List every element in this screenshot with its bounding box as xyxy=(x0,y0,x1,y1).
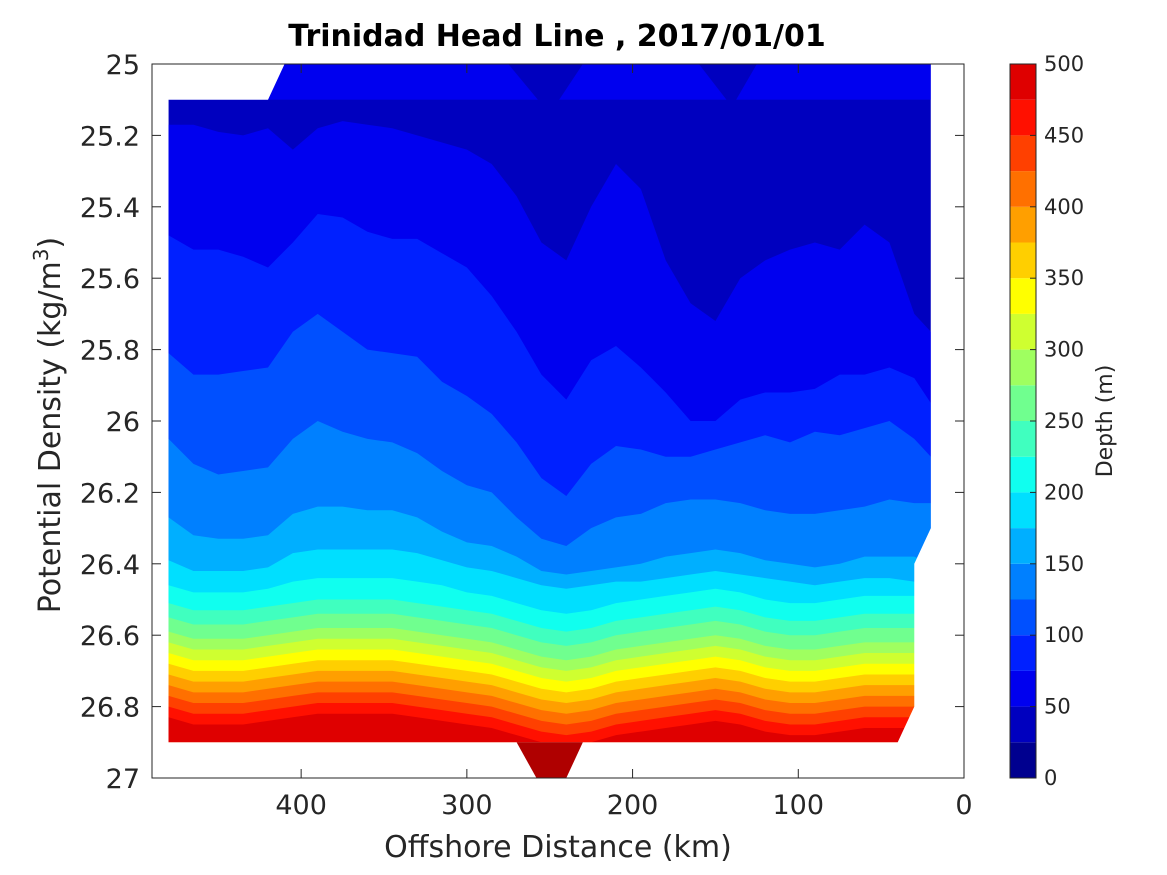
y-tick-label: 25.8 xyxy=(80,336,140,367)
colorbar-swatch xyxy=(1010,349,1036,386)
y-axis-label-main: Potential Density (kg/m xyxy=(33,261,68,613)
contour-blank-right xyxy=(897,64,964,778)
y-tick-label: 27 xyxy=(106,764,140,795)
contour-band-18 xyxy=(168,713,931,746)
colorbar-tick-label: 300 xyxy=(1044,338,1084,362)
colorbar-swatch xyxy=(1010,64,1036,100)
colorbar-swatch xyxy=(1010,171,1036,207)
colorbar-tick-label: 250 xyxy=(1044,409,1084,433)
x-tick-label: 0 xyxy=(955,790,972,821)
colorbar-label: Depth (m) xyxy=(1093,365,1118,478)
y-axis-label-close: ) xyxy=(33,237,68,249)
colorbar-axis: 0 50 100 150 200 250 300 350 400 450 500 xyxy=(1030,52,1084,790)
x-tick-label: 100 xyxy=(773,790,825,821)
y-tick-label: 25.2 xyxy=(80,121,140,152)
colorbar-swatch xyxy=(1010,135,1036,172)
y-tick-label: 25.6 xyxy=(80,264,140,295)
x-tick-label: 400 xyxy=(275,790,327,821)
colorbar-swatch xyxy=(1010,706,1036,743)
colorbar-tick-label: 450 xyxy=(1044,123,1084,147)
y-axis-label-superscript: 3 xyxy=(29,248,53,261)
y-tick-label: 26.4 xyxy=(80,550,140,581)
y-tick-label: 25.4 xyxy=(80,193,140,224)
colorbar-swatch xyxy=(1010,456,1036,493)
y-axis: 25 25.2 25.4 25.6 25.8 26 26.2 26.4 26.6 26.8 27 xyxy=(80,50,964,795)
colorbar-swatch xyxy=(1010,599,1036,636)
colorbar-tick-label: 500 xyxy=(1044,52,1084,76)
colorbar-tick-label: 150 xyxy=(1044,552,1084,576)
colorbar-tick-label: 100 xyxy=(1044,623,1084,647)
contour-dip-a xyxy=(508,64,583,114)
colorbar-swatch xyxy=(1010,528,1036,564)
y-tick-label: 26 xyxy=(106,407,140,438)
chart-title: Trinidad Head Line , 2017/01/01 xyxy=(288,19,825,54)
contour-bottom-bulge-top xyxy=(516,742,583,778)
colorbar-swatch xyxy=(1010,742,1036,778)
colorbar-swatch xyxy=(1010,313,1036,350)
colorbar-tick-label: 200 xyxy=(1044,480,1084,504)
contour-blank-top xyxy=(152,64,285,100)
colorbar-swatch xyxy=(1010,492,1036,529)
x-tick-label: 200 xyxy=(607,790,659,821)
colorbar-tick-label: 350 xyxy=(1044,266,1084,290)
colorbar-swatch xyxy=(1010,635,1036,671)
colorbar-swatch xyxy=(1010,242,1036,279)
y-axis-label: Potential Density (kg/m3) xyxy=(29,237,68,613)
colorbar-swatch xyxy=(1010,99,1036,136)
colorbar-swatch xyxy=(1010,563,1036,600)
x-tick-label: 300 xyxy=(441,790,493,821)
colorbar-tick-label: 400 xyxy=(1044,195,1084,219)
colorbar-swatch xyxy=(1010,206,1036,243)
y-tick-label: 25 xyxy=(106,50,140,81)
colorbar-tick-label: 0 xyxy=(1044,766,1057,790)
colorbar xyxy=(1010,64,1036,778)
colorbar-swatch xyxy=(1010,421,1036,457)
colorbar-tick-label: 50 xyxy=(1044,695,1071,719)
y-tick-label: 26.8 xyxy=(80,693,140,724)
colorbar-swatch xyxy=(1010,278,1036,314)
y-tick-label: 26.2 xyxy=(80,478,140,509)
colorbar-swatch xyxy=(1010,385,1036,421)
contour-dip-b xyxy=(698,64,757,107)
x-axis-label: Offshore Distance (km) xyxy=(384,830,732,865)
x-axis: 400 300 200 100 0 xyxy=(275,64,973,821)
y-tick-label: 26.6 xyxy=(80,621,140,652)
colorbar-swatch xyxy=(1010,670,1036,707)
contour-fill-layer xyxy=(152,64,964,778)
